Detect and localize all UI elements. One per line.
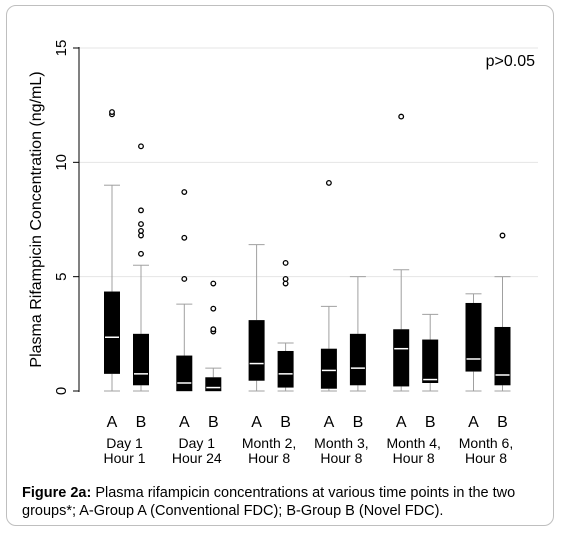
box-iqr — [133, 333, 149, 386]
category-label-line1: Month 4, — [386, 435, 440, 451]
box-iqr — [349, 333, 366, 386]
outlier-point — [138, 207, 144, 214]
category-label-line1: Month 6, — [459, 435, 513, 451]
category-label-line2: Hour 1 — [103, 450, 145, 466]
box-group-label: A — [396, 414, 407, 431]
outlier-point — [138, 227, 144, 234]
outlier-point — [499, 232, 506, 239]
box-group-label: A — [324, 414, 335, 431]
box-group-label: B — [136, 414, 147, 431]
outlier-point — [210, 305, 217, 312]
outlier-point — [181, 276, 188, 282]
category-label-line1: Day 1 — [179, 435, 216, 451]
outlier-point — [282, 276, 289, 282]
box-iqr — [422, 339, 439, 383]
box-iqr — [248, 320, 265, 381]
y-tick-label: 15 — [53, 40, 70, 57]
box-group-label: A — [251, 414, 262, 431]
category-label-line2: Hour 24 — [172, 450, 222, 466]
outlier-point — [181, 189, 188, 196]
outlier-point — [138, 250, 144, 257]
figure-caption: Figure 2a: Plasma rifampicin concentrati… — [22, 484, 547, 520]
box-group-label: B — [280, 414, 291, 431]
y-ticks: 0 5 10 15 — [53, 40, 79, 395]
outlier-point — [325, 179, 332, 186]
y-axis-label: Plasma Rifampicin Concentration (ng/mL) — [28, 71, 45, 367]
grid-lines — [79, 47, 538, 278]
y-tick-label: 5 — [53, 272, 70, 280]
figure-frame — [6, 5, 554, 526]
category-label-line2: Hour 8 — [248, 450, 290, 466]
category-label-line1: Month 2, — [242, 435, 296, 451]
box-iqr — [104, 291, 120, 374]
y-tick-label: 0 — [53, 387, 70, 395]
box-iqr — [176, 355, 193, 391]
outlier-point — [282, 280, 289, 287]
category-label-line1: Day 1 — [106, 435, 143, 451]
box-group-label: A — [468, 414, 479, 431]
outlier-point — [398, 113, 405, 120]
box-iqr — [393, 329, 410, 387]
box-iqr — [277, 350, 294, 388]
caption-text: Plasma rifampicin concentrations at vari… — [22, 485, 516, 519]
outlier-point — [138, 232, 144, 239]
p-value-annotation: p>0.05 — [486, 53, 535, 70]
outlier-point — [138, 143, 144, 150]
outlier-point — [282, 259, 289, 266]
box-group-label: A — [179, 414, 190, 431]
category-label-line2: Hour 8 — [393, 450, 435, 466]
outlier-point — [109, 109, 115, 115]
y-tick-label: 10 — [53, 154, 70, 171]
box-group-label: B — [208, 414, 219, 431]
box-iqr — [465, 302, 482, 372]
box-group-label: B — [425, 414, 436, 431]
category-label-line2: Hour 8 — [465, 450, 507, 466]
caption-label: Figure 2a: — [22, 485, 92, 501]
outlier-point — [210, 280, 217, 287]
outlier-point — [210, 326, 217, 333]
box-group-label: B — [497, 414, 508, 431]
box-group-label: A — [107, 414, 118, 431]
outlier-point — [138, 221, 144, 228]
box-iqr — [205, 377, 222, 391]
outlier-point — [181, 234, 188, 241]
box-iqr — [320, 348, 337, 389]
box-group-label: B — [353, 414, 364, 431]
box-iqr — [494, 326, 511, 386]
box-plot: 0 5 10 15 Plasma Rifampicin Concentration (… — [28, 40, 538, 466]
boxes — [104, 109, 511, 392]
category-label-line1: Month 3, — [314, 435, 368, 451]
category-label-line2: Hour 8 — [320, 450, 362, 466]
